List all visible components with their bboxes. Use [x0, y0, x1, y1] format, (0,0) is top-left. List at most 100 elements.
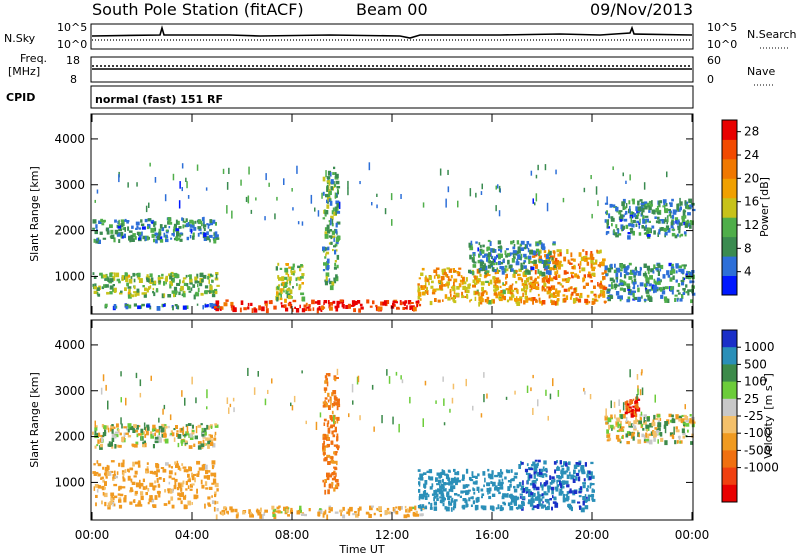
power-cell [209, 239, 211, 243]
velocity-cell [192, 473, 197, 476]
power-cell [240, 300, 244, 305]
power-cell [517, 273, 521, 277]
velocity-cell [533, 466, 538, 472]
power-cell [660, 279, 662, 283]
power-cell [167, 294, 172, 298]
power-cell [112, 276, 116, 281]
power-cell [481, 298, 484, 303]
velocity-cell [171, 466, 173, 469]
velocity-cell [534, 459, 538, 462]
power-cell [292, 263, 295, 268]
velocity-cell [128, 470, 130, 473]
power-cell [280, 292, 282, 298]
power-cell [253, 308, 258, 313]
power-cell [109, 272, 113, 278]
velocity-cell [486, 487, 490, 493]
velocity-cell [400, 375, 402, 380]
power-cell [336, 300, 341, 305]
velocity-cell [577, 501, 581, 504]
power-cell [394, 301, 398, 304]
velocity-cell [210, 441, 214, 446]
velocity-cell [579, 505, 582, 510]
power-cell [114, 229, 119, 235]
velocity-cell [152, 424, 156, 429]
velocity-cell [463, 490, 466, 493]
velocity-cell [324, 457, 328, 461]
velocity-cell [248, 509, 251, 514]
power-cell [617, 229, 620, 234]
velocity-cell [625, 411, 628, 414]
power-cell [597, 282, 599, 287]
velocity-cell [679, 440, 681, 444]
power-cell [284, 298, 287, 303]
velocity-cell [482, 471, 486, 476]
power-cell [609, 203, 613, 208]
power-cell [582, 285, 586, 289]
velocity-cell [626, 441, 630, 445]
velocity-cell [205, 464, 208, 470]
power-cell [510, 240, 513, 245]
velocity-cell [174, 472, 177, 476]
power-cell [591, 213, 593, 219]
velocity-cell [144, 433, 147, 438]
power-cell [116, 278, 120, 282]
velocity-cell [653, 414, 656, 420]
power-cell [291, 188, 293, 192]
power-cell [180, 285, 184, 291]
power-cell [322, 269, 326, 272]
power-cell [607, 267, 612, 273]
power-cell [214, 222, 217, 226]
velocity-cell [95, 471, 99, 475]
power-cell [186, 181, 188, 189]
power-cell [633, 273, 636, 278]
power-cell [212, 303, 216, 307]
velocity-cell [191, 376, 193, 385]
power-cell [102, 237, 107, 240]
power-cell [335, 192, 338, 198]
power-cell [464, 286, 468, 291]
power-cell [157, 233, 161, 238]
power-cell [490, 256, 493, 260]
velocity-cell [634, 413, 638, 417]
velocity-cell [537, 459, 541, 463]
velocity-cell [418, 496, 421, 501]
velocity-cell [491, 493, 496, 497]
velocity-cell [214, 500, 217, 505]
velocity-cell [283, 506, 287, 511]
power-cell [543, 288, 547, 292]
velocity-cell [216, 508, 219, 512]
power-cell [335, 249, 338, 252]
velocity-cell [429, 507, 433, 510]
power-cell [288, 266, 291, 269]
power-cell [577, 275, 580, 279]
velocity-cell [619, 409, 621, 413]
velocity-cell [520, 487, 523, 491]
power-cell [682, 292, 686, 295]
velocity-cell [454, 472, 457, 476]
velocity-cell [687, 429, 689, 433]
velocity-cell [352, 400, 354, 405]
velocity-cell [640, 371, 643, 376]
velocity-cell [169, 414, 172, 421]
velocity-cell [501, 478, 504, 482]
power-cell [653, 264, 656, 270]
power-colorbar-segment [722, 256, 737, 276]
power-cell [422, 202, 425, 208]
power-cell [226, 205, 228, 214]
power-cell [496, 280, 501, 283]
velocity-cell [371, 505, 374, 508]
velocity-cell [122, 478, 126, 482]
velocity-cell [342, 506, 345, 511]
velocity-cell [541, 493, 544, 497]
power-cell [444, 268, 446, 273]
velocity-cell [119, 432, 122, 436]
power-cell [201, 217, 205, 222]
power-cell [471, 271, 475, 276]
velocity-cell [442, 376, 444, 382]
power-cell [622, 198, 626, 204]
velocity-cell [184, 441, 188, 445]
power-cell [285, 270, 289, 275]
velocity-cell [168, 475, 172, 479]
velocity-cell [681, 428, 685, 434]
